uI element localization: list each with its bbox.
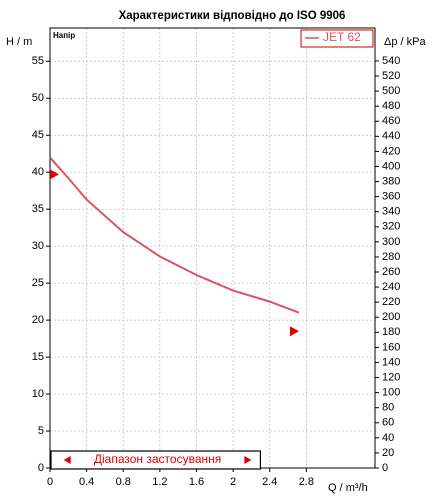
y-tick-label: 20 <box>32 314 44 326</box>
y-sublabel: Напір <box>53 31 75 40</box>
y2-tick-label: 340 <box>382 206 400 218</box>
y2-tick-label: 420 <box>382 145 400 157</box>
range-marker <box>290 326 300 337</box>
y2-tick-label: 500 <box>382 85 400 97</box>
x-tick-label: 1.6 <box>189 476 204 488</box>
x-tick-label: 0 <box>47 476 53 488</box>
series-line <box>49 156 300 314</box>
range-arrow <box>63 456 71 464</box>
legend-label: JET 62 <box>323 30 361 44</box>
y-axis-label: H / m <box>6 36 32 48</box>
x-tick-label: 2.8 <box>299 476 314 488</box>
y2-tick-label: 240 <box>382 281 400 293</box>
y-tick-label: 10 <box>32 388 44 400</box>
y-tick-label: 5 <box>38 425 44 437</box>
y2-tick-label: 120 <box>382 371 400 383</box>
y2-tick-label: 540 <box>382 55 400 67</box>
y2-axis-label: Δp / kPa <box>384 36 426 48</box>
y2-tick-label: 100 <box>382 387 400 399</box>
range-marker <box>50 169 59 180</box>
x-axis-label: Q / m³/h <box>328 482 368 494</box>
y2-tick-label: 460 <box>382 115 400 127</box>
y-tick-label: 40 <box>32 166 44 178</box>
range-label: Діапазон застосування <box>94 452 221 466</box>
y2-tick-label: 180 <box>382 326 400 338</box>
legend-box <box>300 29 374 48</box>
y2-tick-label: 320 <box>382 221 400 233</box>
y2-tick-label: 380 <box>382 175 400 187</box>
y-tick-label: 25 <box>32 277 44 289</box>
y2-tick-label: 220 <box>382 296 400 308</box>
y-tick-label: 50 <box>32 92 44 104</box>
y2-tick-label: 200 <box>382 311 400 323</box>
y2-tick-label: 60 <box>382 417 394 429</box>
y2-tick-label: 140 <box>382 356 400 368</box>
y-tick-label: 55 <box>32 55 44 67</box>
y2-tick-label: 360 <box>382 191 400 203</box>
y2-tick-label: 160 <box>382 341 400 353</box>
y-tick-label: 15 <box>32 351 44 363</box>
y-tick-label: 35 <box>32 203 44 215</box>
y-tick-label: 30 <box>32 240 44 252</box>
y2-tick-label: 0 <box>382 462 388 474</box>
x-tick-label: 0.8 <box>116 476 131 488</box>
y2-tick-label: 80 <box>382 402 394 414</box>
chart-title: Характеристики відповідно до ISO 9906 <box>119 10 346 22</box>
range-arrow <box>244 456 252 464</box>
plot-frame <box>49 27 376 469</box>
y2-tick-label: 400 <box>382 160 400 172</box>
x-tick-label: 1.2 <box>152 476 167 488</box>
y2-tick-label: 280 <box>382 251 400 263</box>
range-box <box>50 450 262 470</box>
y2-tick-label: 260 <box>382 266 400 278</box>
y2-tick-label: 520 <box>382 70 400 82</box>
x-tick-label: 2.4 <box>262 476 277 488</box>
y-tick-label: 0 <box>38 462 44 474</box>
x-tick-label: 2 <box>230 476 236 488</box>
y2-tick-label: 40 <box>382 432 394 444</box>
y2-tick-label: 480 <box>382 100 400 112</box>
y-tick-label: 45 <box>32 129 44 141</box>
y2-tick-label: 440 <box>382 130 400 142</box>
y2-tick-label: 20 <box>382 447 394 459</box>
y2-tick-label: 300 <box>382 236 400 248</box>
x-tick-label: 0.4 <box>79 476 94 488</box>
